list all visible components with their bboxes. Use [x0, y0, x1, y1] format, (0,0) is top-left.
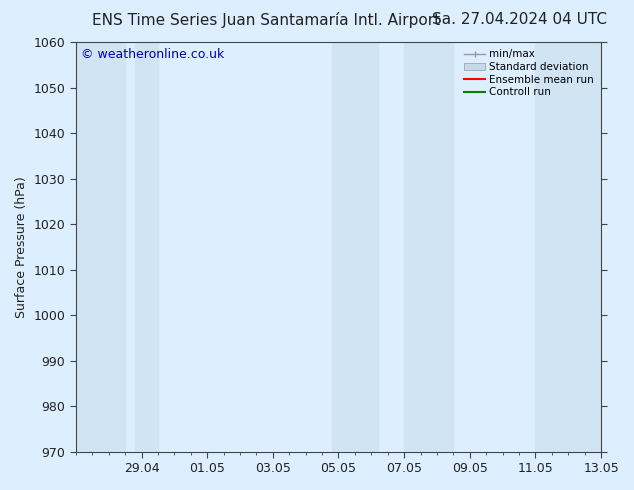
Bar — [536, 42, 601, 452]
Bar — [404, 42, 453, 452]
Bar — [135, 42, 158, 452]
Bar — [332, 42, 378, 452]
Bar — [76, 42, 125, 452]
Legend: min/max, Standard deviation, Ensemble mean run, Controll run: min/max, Standard deviation, Ensemble me… — [460, 45, 598, 101]
Text: Sa. 27.04.2024 04 UTC: Sa. 27.04.2024 04 UTC — [432, 12, 607, 27]
Y-axis label: Surface Pressure (hPa): Surface Pressure (hPa) — [15, 176, 28, 318]
Text: ENS Time Series Juan Santamaría Intl. Airport: ENS Time Series Juan Santamaría Intl. Ai… — [92, 12, 441, 28]
Text: © weatheronline.co.uk: © weatheronline.co.uk — [81, 48, 224, 61]
